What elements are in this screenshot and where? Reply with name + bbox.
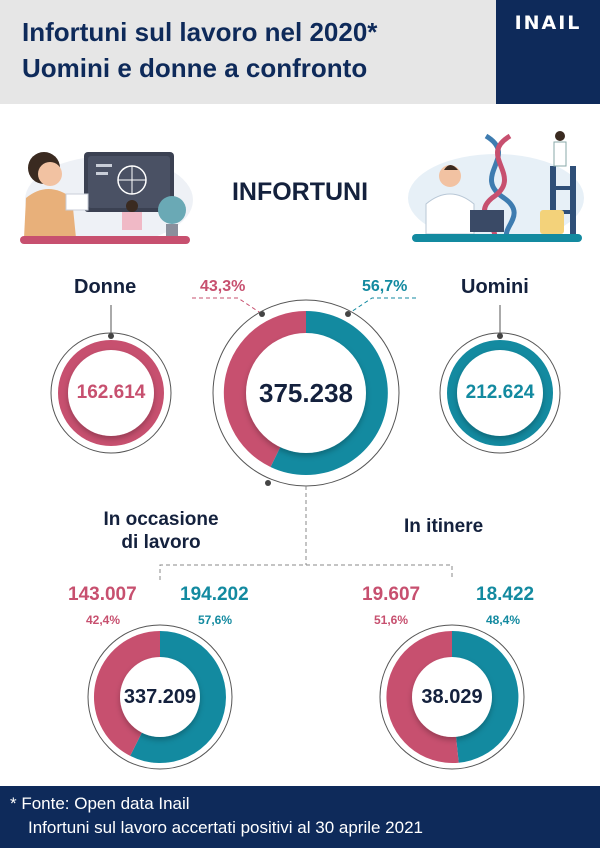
commute-total-value: 38.029: [421, 686, 483, 708]
uomini-circle: [439, 332, 561, 454]
donne-circle: [50, 332, 172, 454]
work-label: In occasione di lavoro: [86, 508, 236, 554]
uomini-label: Uomini: [461, 276, 529, 298]
men-pct-connector: [347, 297, 416, 315]
men-percentage: 56,7%: [362, 278, 408, 295]
commute-women-value: 19.607: [362, 584, 421, 605]
inail-logo-text: INAIL: [514, 12, 582, 34]
page-title: Infortuni sul lavoro nel 2020* Uomini e …: [22, 14, 377, 86]
title-line-2: Uomini e donne a confronto: [22, 53, 368, 83]
men-total-value: 212.624: [465, 382, 535, 403]
tree-branch: [159, 564, 453, 580]
work-women-pct: 42,4%: [86, 613, 121, 627]
header-banner: Infortuni sul lavoro nel 2020* Uomini e …: [0, 0, 600, 104]
commute-men-pct: 48,4%: [486, 613, 521, 627]
teacher-illustration: [20, 152, 193, 244]
grand-total-value: 375.238: [259, 378, 353, 408]
work-total-value: 337.209: [123, 686, 197, 708]
inail-logo: INAIL: [496, 0, 600, 104]
total-donut: [212, 299, 400, 487]
total-donut-men-segment: [270, 311, 388, 475]
work-donut-men-segment: [130, 631, 226, 764]
work-donut: [87, 624, 233, 770]
work-women-value: 143.007: [68, 584, 137, 605]
commute-donut: [379, 624, 525, 770]
title-line-1: Infortuni sul lavoro nel 2020*: [22, 17, 378, 47]
footer-source-line: * Fonte: Open data Inail: [10, 794, 190, 813]
work-label-line-2: di lavoro: [121, 532, 201, 553]
women-percentage: 43,3%: [200, 278, 246, 295]
footer-source: * Fonte: Open data Inail Infortuni sul l…: [0, 786, 600, 848]
footer-note-line: Infortuni sul lavoro accertati positivi …: [28, 818, 423, 837]
section-title: INFORTUNI: [231, 178, 369, 206]
work-men-value: 194.202: [180, 584, 249, 605]
work-men-pct: 57,6%: [198, 613, 233, 627]
women-pct-connector: [192, 297, 263, 315]
commute-women-pct: 51,6%: [374, 613, 409, 627]
work-label-line-1: In occasione: [103, 509, 219, 530]
commute-men-value: 18.422: [476, 584, 535, 605]
commute-label: In itinere: [404, 516, 484, 537]
donne-label: Donne: [74, 276, 137, 298]
women-total-value: 162.614: [76, 382, 146, 403]
scientist-illustration: [408, 131, 584, 243]
